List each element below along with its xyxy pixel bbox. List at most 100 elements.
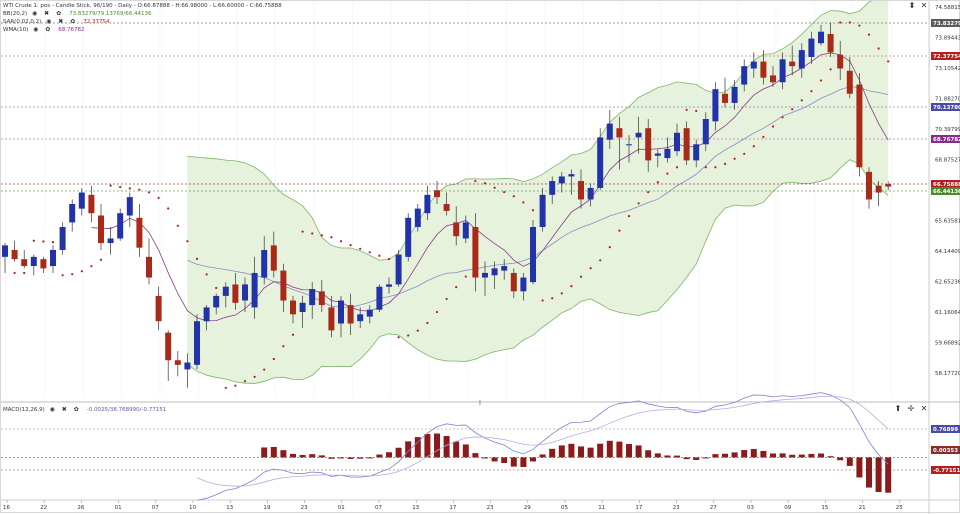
candle-body[interactable] <box>203 307 210 322</box>
candle-body[interactable] <box>674 132 680 152</box>
candle-body[interactable] <box>126 197 133 216</box>
candle-body[interactable] <box>702 119 709 145</box>
candle-body[interactable] <box>712 89 719 122</box>
candle-body[interactable] <box>837 54 844 69</box>
candle-body[interactable] <box>510 272 517 292</box>
candle-body[interactable] <box>98 215 104 244</box>
candle-body[interactable] <box>2 245 8 257</box>
legend-macd[interactable]: MACD(12,26,9) ◉ ✖ ✿ -0.0025/38.768990/-0… <box>3 406 166 414</box>
close-icon[interactable]: ✖ <box>61 406 67 413</box>
candle-body[interactable] <box>491 268 498 276</box>
candle-body[interactable] <box>789 61 796 67</box>
candle-body[interactable] <box>21 259 28 267</box>
candle-body[interactable] <box>213 295 220 308</box>
candle-body[interactable] <box>616 128 623 138</box>
candle-body[interactable] <box>875 185 882 193</box>
candle-body[interactable] <box>770 75 776 83</box>
candle-body[interactable] <box>366 309 373 317</box>
gear-icon[interactable]: ✿ <box>56 10 62 17</box>
candle-body[interactable] <box>846 70 853 94</box>
candle-body[interactable] <box>338 300 344 324</box>
candle-body[interactable] <box>750 61 757 69</box>
candle-body[interactable] <box>165 332 172 361</box>
candle-body[interactable] <box>626 144 632 146</box>
candle-body[interactable] <box>318 291 325 306</box>
gear-icon[interactable]: ✿ <box>45 26 51 33</box>
candle-body[interactable] <box>386 284 392 287</box>
candle-body[interactable] <box>856 84 863 168</box>
candle-body[interactable] <box>501 266 508 271</box>
candle-body[interactable] <box>520 277 527 292</box>
eye-icon[interactable]: ◉ <box>31 10 38 17</box>
candle-body[interactable] <box>654 153 661 156</box>
candle-body[interactable] <box>69 204 76 223</box>
candle-body[interactable] <box>453 222 460 237</box>
eye-icon[interactable]: ◉ <box>49 406 55 413</box>
candle-body[interactable] <box>664 148 671 159</box>
gear-icon[interactable]: ✿ <box>73 406 79 413</box>
candle-body[interactable] <box>107 238 114 244</box>
candle-body[interactable] <box>40 259 47 269</box>
candle-body[interactable] <box>549 181 556 195</box>
scroll-arrows-icon[interactable]: ⬍ <box>908 1 916 10</box>
candle-body[interactable] <box>606 123 613 140</box>
legend-wma[interactable]: WMA(10) ◉ ✿ 68.76782 <box>3 26 85 34</box>
legend-sar[interactable]: SAR(0.02,0.2) ◉ ✖ ✿ 72.37754 <box>3 18 109 26</box>
candle-body[interactable] <box>731 86 738 103</box>
candle-body[interactable] <box>587 187 594 200</box>
close-icon[interactable]: ✖ <box>58 18 64 25</box>
legend-bb[interactable]: BB(20,2) ◉ ✖ ✿ 73.83279/79.13769/66.4413… <box>3 10 152 18</box>
candle-body[interactable] <box>482 272 488 278</box>
candle-body[interactable] <box>635 132 642 138</box>
candle-body[interactable] <box>194 321 200 365</box>
close-icon[interactable]: ✕ <box>920 404 928 413</box>
candle-body[interactable] <box>434 190 440 198</box>
candle-body[interactable] <box>50 249 56 267</box>
candle-body[interactable] <box>424 194 431 214</box>
candle-body[interactable] <box>59 226 66 250</box>
candle-body[interactable] <box>866 171 872 200</box>
candle-body[interactable] <box>309 289 316 306</box>
candle-body[interactable] <box>242 284 248 301</box>
candle-body[interactable] <box>462 222 469 239</box>
candle-body[interactable] <box>558 176 565 184</box>
pane-resize-handle[interactable]: ⁞ <box>478 399 482 407</box>
candle-body[interactable] <box>779 59 786 83</box>
candle-body[interactable] <box>741 66 748 85</box>
candle-body[interactable] <box>808 38 815 57</box>
candle-body[interactable] <box>251 272 258 308</box>
candle-body[interactable] <box>347 305 354 324</box>
candle-body[interactable] <box>376 286 383 310</box>
close-icon[interactable]: ✖ <box>44 10 50 17</box>
scroll-arrows-icon[interactable]: ⬆ <box>894 404 902 413</box>
candle-body[interactable] <box>798 50 805 69</box>
candle-body[interactable] <box>280 270 287 301</box>
candle-body[interactable] <box>357 314 364 322</box>
candle-body[interactable] <box>184 362 191 370</box>
candle-body[interactable] <box>117 213 124 239</box>
candle-body[interactable] <box>443 204 450 211</box>
candle-body[interactable] <box>414 208 421 227</box>
candle-body[interactable] <box>174 360 181 365</box>
candle-body[interactable] <box>395 254 402 285</box>
candle-body[interactable] <box>578 181 584 200</box>
candle-body[interactable] <box>30 256 37 267</box>
eye-icon[interactable]: ◉ <box>46 18 52 25</box>
candle-body[interactable] <box>328 307 335 331</box>
candle-body[interactable] <box>530 226 536 283</box>
candle-body[interactable] <box>88 194 95 214</box>
expand-icon[interactable]: ✢ <box>907 404 915 413</box>
candle-body[interactable] <box>232 284 239 303</box>
candle-body[interactable] <box>11 249 18 260</box>
candle-body[interactable] <box>78 192 85 209</box>
candle-body[interactable] <box>693 144 700 161</box>
candle-body[interactable] <box>597 137 604 188</box>
candle-body[interactable] <box>155 295 162 322</box>
candle-body[interactable] <box>827 34 834 53</box>
candle-body[interactable] <box>818 31 824 44</box>
eye-icon[interactable]: ◉ <box>33 26 39 33</box>
candle-body[interactable] <box>146 256 152 278</box>
candle-body[interactable] <box>270 245 277 271</box>
candle-body[interactable] <box>722 93 728 103</box>
